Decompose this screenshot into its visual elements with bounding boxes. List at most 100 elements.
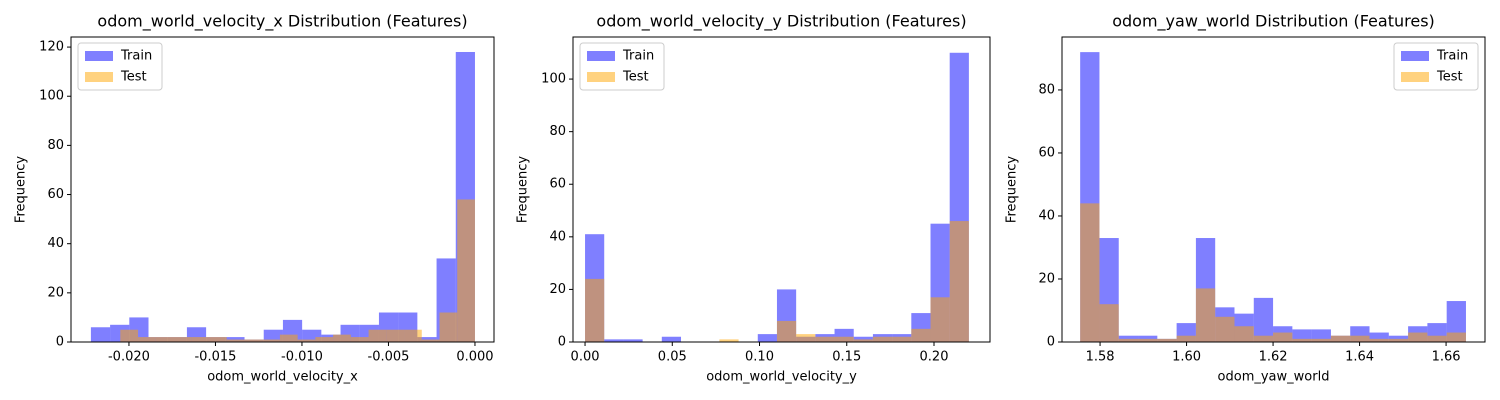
x-tick-label: 1.58 bbox=[1086, 350, 1115, 365]
bar bbox=[661, 336, 682, 342]
bar bbox=[421, 339, 440, 342]
x-tick-label: 0.000 bbox=[456, 350, 493, 365]
bar bbox=[949, 221, 969, 342]
bar bbox=[719, 339, 739, 342]
subplot: odom_world_velocity_x Distribution (Feat… bbox=[14, 12, 495, 385]
legend: Train Test bbox=[579, 42, 665, 91]
bar bbox=[1099, 304, 1119, 342]
x-tick-label: 0.20 bbox=[920, 350, 949, 365]
subplot: odom_yaw_world Distribution (Features) od… bbox=[1005, 12, 1486, 385]
y-tick-label: 20 bbox=[47, 285, 64, 300]
legend-swatch bbox=[1401, 72, 1429, 82]
y-tick-label: 100 bbox=[39, 89, 64, 104]
y-tick-label: 80 bbox=[1038, 82, 1055, 97]
y-tick-label: 0 bbox=[56, 335, 64, 350]
y-tick-label: 40 bbox=[47, 236, 64, 251]
x-axis-label: odom_world_velocity_x bbox=[207, 370, 358, 385]
bar bbox=[208, 337, 227, 342]
legend-swatch bbox=[1401, 51, 1429, 61]
y-tick-label: 120 bbox=[39, 40, 64, 55]
legend-label: Train bbox=[1436, 49, 1468, 64]
bar bbox=[1138, 338, 1158, 342]
bar bbox=[333, 334, 351, 342]
bar bbox=[834, 336, 854, 342]
bar bbox=[623, 339, 643, 342]
bar bbox=[1350, 335, 1370, 342]
bar bbox=[1369, 332, 1389, 342]
bar bbox=[892, 336, 912, 342]
bar bbox=[796, 334, 816, 342]
legend-swatch bbox=[85, 72, 113, 82]
bar bbox=[604, 339, 624, 342]
bar bbox=[120, 329, 139, 342]
bar bbox=[226, 339, 245, 342]
bar bbox=[1311, 338, 1331, 342]
y-tick-label: 20 bbox=[1038, 271, 1055, 286]
bar bbox=[191, 337, 209, 342]
bar bbox=[1446, 301, 1466, 342]
y-tick-label: 60 bbox=[1038, 145, 1055, 160]
bar bbox=[930, 297, 950, 342]
x-tick-label: 1.62 bbox=[1259, 350, 1288, 365]
legend: Train Test bbox=[1393, 42, 1479, 91]
y-tick-label: 80 bbox=[47, 138, 64, 153]
y-axis-label: Frequency bbox=[1005, 156, 1020, 223]
legend-label: Test bbox=[120, 70, 147, 85]
bar bbox=[350, 337, 369, 342]
bar bbox=[1273, 332, 1293, 342]
chart-title: odom_world_velocity_y Distribution (Feat… bbox=[596, 12, 966, 32]
legend-label: Test bbox=[622, 70, 649, 85]
bar bbox=[1234, 326, 1254, 342]
bar bbox=[853, 339, 873, 342]
y-axis-label: Frequency bbox=[14, 156, 29, 223]
y-tick-label: 60 bbox=[549, 177, 566, 192]
legend: Train Test bbox=[77, 42, 163, 91]
x-tick-label: -0.020 bbox=[108, 350, 150, 365]
legend-swatch bbox=[587, 72, 615, 82]
plot-frame bbox=[572, 36, 991, 343]
y-tick-label: 0 bbox=[1047, 335, 1055, 350]
x-tick-label: 0.05 bbox=[658, 350, 687, 365]
bar bbox=[585, 278, 605, 342]
bar bbox=[138, 337, 156, 342]
bar bbox=[1253, 335, 1274, 342]
x-tick-label: -0.005 bbox=[368, 350, 410, 365]
subplot: odom_world_velocity_y Distribution (Feat… bbox=[516, 12, 991, 385]
bar bbox=[315, 337, 334, 342]
bar bbox=[757, 334, 777, 342]
y-tick-label: 0 bbox=[558, 335, 566, 350]
bar bbox=[90, 327, 111, 342]
x-tick-label: -0.010 bbox=[281, 350, 323, 365]
legend-label: Train bbox=[120, 49, 152, 64]
plot-frame bbox=[70, 36, 495, 343]
legend-label: Train bbox=[622, 49, 654, 64]
bar bbox=[1157, 338, 1177, 342]
x-tick-label: 0.00 bbox=[571, 350, 600, 365]
bar bbox=[776, 320, 797, 342]
bar bbox=[1118, 338, 1139, 342]
x-tick-label: 0.10 bbox=[745, 350, 774, 365]
bar bbox=[155, 337, 174, 342]
bar bbox=[1176, 335, 1196, 342]
x-tick-label: 1.64 bbox=[1345, 350, 1374, 365]
bar bbox=[368, 329, 387, 342]
y-tick-label: 20 bbox=[549, 282, 566, 297]
bar bbox=[262, 339, 280, 342]
bar bbox=[1408, 332, 1428, 342]
y-tick-label: 40 bbox=[549, 229, 566, 244]
bar bbox=[1388, 338, 1409, 342]
y-tick-label: 80 bbox=[549, 124, 566, 139]
y-tick-label: 60 bbox=[47, 187, 64, 202]
bar bbox=[173, 337, 192, 342]
legend-label: Test bbox=[1436, 70, 1463, 85]
x-tick-label: -0.015 bbox=[194, 350, 236, 365]
bar bbox=[279, 334, 298, 342]
bar bbox=[263, 329, 283, 342]
bar bbox=[404, 329, 422, 342]
y-tick-label: 40 bbox=[1038, 208, 1055, 223]
bar bbox=[1369, 338, 1389, 342]
bar bbox=[1292, 338, 1312, 342]
bar bbox=[1080, 203, 1100, 342]
bar bbox=[1427, 335, 1447, 342]
